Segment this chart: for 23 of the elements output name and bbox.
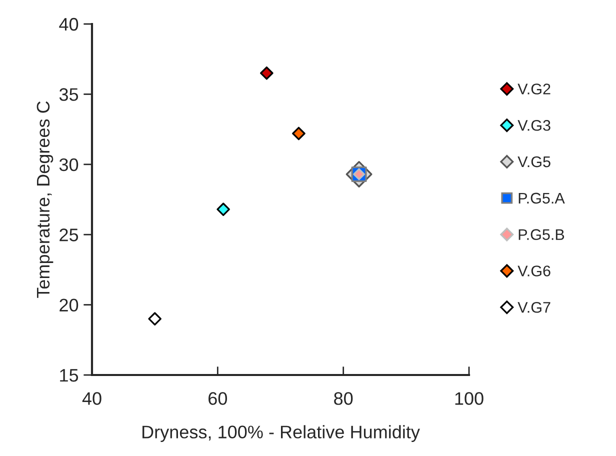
legend-label: P.G5.B: [518, 229, 564, 240]
x-tick-label: 40: [82, 392, 102, 405]
point: [292, 126, 306, 140]
x-tick-label: 100: [455, 392, 484, 405]
y-axis-title: Temperature, Degrees C: [36, 101, 54, 298]
legend-label: V.G6: [518, 266, 550, 276]
point: [148, 312, 162, 326]
y-tick-label: 25: [60, 228, 78, 242]
y-tick-label: 15: [60, 369, 78, 382]
legend-label: V.G2: [518, 84, 550, 94]
point: [216, 202, 230, 216]
point: [260, 66, 274, 80]
legend-label: V.G7: [518, 302, 550, 313]
y-tick-label: 30: [59, 158, 78, 172]
x-axis-title: Dryness, 100% - Relative Humidity: [142, 425, 420, 442]
y-tick-label: 20: [60, 298, 78, 312]
y-tick-label: 40: [59, 18, 78, 31]
x-tick-label: 60: [208, 392, 228, 405]
legend-label: V.G3: [518, 120, 550, 131]
legend-label: P.G5.A: [518, 192, 565, 204]
y-tick-label: 35: [59, 88, 78, 101]
x-tick-label: 80: [334, 392, 353, 405]
legend-label: V.G5: [518, 156, 550, 168]
